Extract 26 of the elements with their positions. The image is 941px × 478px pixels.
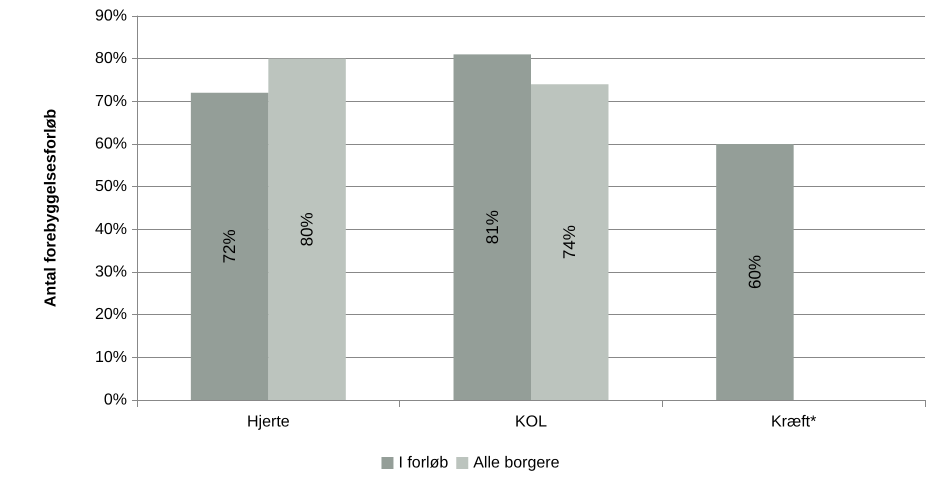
- y-tick-label: 70%: [94, 92, 127, 110]
- legend-label: I forløb: [398, 454, 448, 472]
- y-tick-label: 90%: [94, 8, 127, 24]
- data-label: 60%: [745, 254, 764, 290]
- y-tick-label: 10%: [94, 348, 127, 366]
- x-tick-label: Kræft*: [770, 414, 816, 430]
- y-tick-label: 20%: [94, 306, 127, 324]
- bar: [454, 54, 531, 400]
- data-label: 72%: [220, 229, 240, 264]
- y-tick-label: 50%: [94, 178, 127, 196]
- bar: [268, 58, 346, 400]
- legend-label: Alle borgere: [473, 454, 560, 472]
- y-axis-title: Antal forebyggelsesforløb: [42, 108, 60, 308]
- x-tick-label: KOL: [514, 414, 548, 430]
- y-tick-label: 0%: [104, 392, 127, 408]
- data-label: 80%: [298, 212, 317, 246]
- data-label: 74%: [560, 225, 580, 260]
- y-tick-label: 30%: [94, 264, 127, 280]
- bar: [531, 84, 608, 400]
- bar: [716, 144, 794, 400]
- bar: [190, 92, 268, 400]
- data-label: 81%: [482, 210, 502, 244]
- x-tick-label: Hjerte: [246, 414, 290, 430]
- y-tick-label: 80%: [94, 50, 127, 68]
- y-tick-label: 40%: [94, 220, 127, 238]
- y-tick-label: 60%: [94, 136, 127, 152]
